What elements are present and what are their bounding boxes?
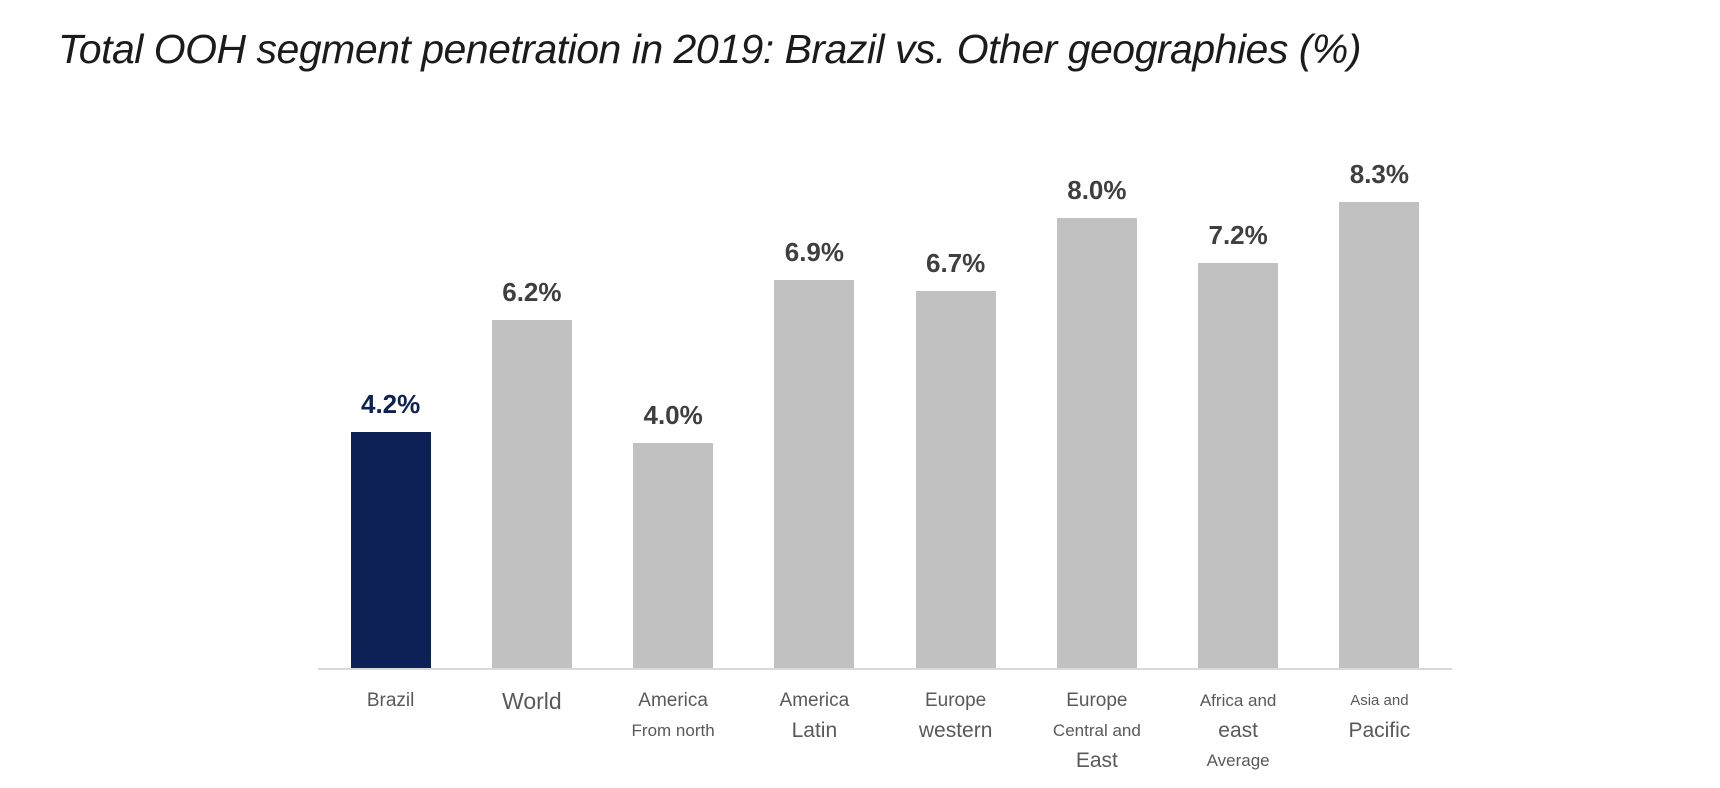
bar-highlight [350, 432, 431, 668]
bar-column: 8.3% [1309, 159, 1450, 668]
x-axis-label: Asia and Pacific [1309, 686, 1450, 776]
x-axis-label: Europe western [885, 686, 1026, 776]
bar [1198, 263, 1279, 668]
x-axis-label: America From north [603, 686, 744, 776]
bar-column: 8.0% [1026, 175, 1167, 668]
bar [633, 443, 714, 668]
x-axis-label: Europe Central and East [1026, 686, 1167, 776]
bar-value-label: 4.2% [360, 389, 421, 419]
bar-column: 6.9% [744, 237, 885, 668]
bar-column: 7.2% [1168, 220, 1309, 668]
bar-column: 4.2% [320, 389, 461, 668]
bar-column: 6.7% [885, 248, 1026, 668]
bar-value-label: 4.0% [643, 400, 703, 430]
x-axis-label-line: America [638, 690, 708, 711]
bar [1056, 218, 1137, 668]
x-axis-label-line: east [1218, 719, 1258, 742]
x-axis-label-line: East [1075, 749, 1118, 772]
x-axis-label: America Latin [744, 686, 885, 776]
x-axis-label-line: Asia and [1350, 692, 1409, 709]
bar-value-label: 8.3% [1349, 159, 1409, 189]
x-axis-label-line: World [502, 688, 562, 714]
bar-value-label: 6.2% [502, 277, 562, 307]
x-axis-label-line: Africa and [1199, 691, 1277, 710]
x-axis-label-line: Average [1206, 751, 1270, 770]
x-axis-label-line: Brazil [366, 690, 415, 711]
x-axis-label-line: America [779, 690, 850, 711]
bar-value-label: 6.9% [784, 237, 844, 267]
x-axis-label-line: Europe [1066, 690, 1128, 711]
x-axis-label-line: Latin [791, 719, 838, 742]
x-axis-label-line: Central and [1052, 721, 1141, 740]
bar [774, 280, 855, 668]
bar [915, 291, 996, 668]
bar-value-label: 6.7% [925, 248, 986, 278]
x-axis-line [318, 668, 1452, 670]
x-axis-label-line: Europe [924, 690, 987, 711]
x-axis-label: Brazil [320, 686, 461, 776]
bar-value-label: 7.2% [1208, 220, 1268, 250]
bar-chart-plot-area: 4.2% 6.2% 4.0% 6.9% 6.7% 8.0% 7.2% 8.3% [320, 0, 1450, 668]
x-axis-label-line: western [918, 719, 993, 742]
bar-value-label: 8.0% [1067, 175, 1127, 205]
bar-column: 4.0% [603, 400, 744, 668]
x-axis-label: World [461, 686, 602, 776]
bar-column: 6.2% [461, 277, 602, 668]
chart-title: Total OOH segment penetration in 2019: B… [58, 26, 1362, 72]
x-axis-labels: Brazil World America From north America Latin… [320, 686, 1450, 776]
x-axis-label-line: From north [631, 721, 715, 740]
x-axis-label: Africa and east Average [1168, 686, 1309, 776]
x-axis-label-line: Pacific [1348, 719, 1411, 742]
bar [1339, 202, 1420, 668]
bar [491, 320, 572, 668]
